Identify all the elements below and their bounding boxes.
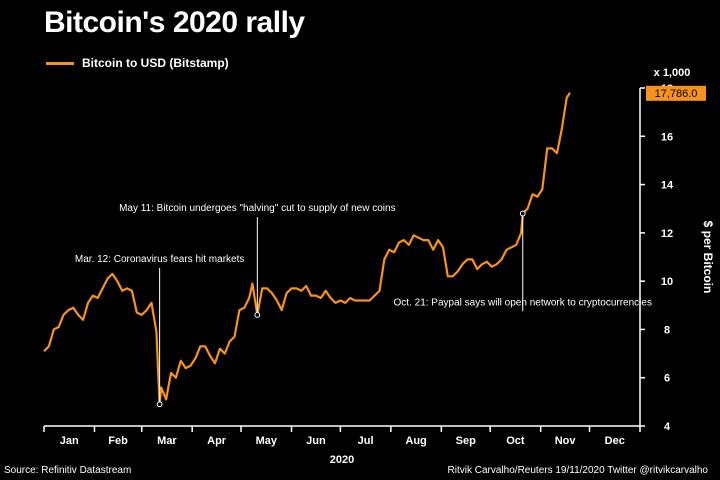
last-value-label: 17,786.0	[655, 88, 698, 100]
y-tick-label: 16	[661, 131, 673, 143]
annotation-point	[519, 210, 526, 217]
y-unit-note: x 1,000	[654, 67, 691, 79]
x-tick-label: Jun	[306, 435, 326, 447]
source-note: Source: Refinitiv Datastream	[4, 465, 132, 476]
y-tick-label: 8	[664, 324, 670, 336]
y-tick-label: 4	[664, 421, 671, 433]
annotation-point	[156, 401, 163, 408]
chart-title: Bitcoin's 2020 rally	[44, 6, 305, 39]
series: 17,786.0	[43, 85, 706, 406]
y-tick-label: 6	[664, 373, 670, 385]
last-value-tag	[646, 85, 706, 101]
x-tick-label: Feb	[108, 435, 128, 447]
x-axis-title: 2020	[330, 454, 354, 466]
y-axis-title: $ per Bitcoin	[701, 221, 715, 294]
x-tick-label: Dec	[605, 435, 625, 447]
x-tick-label: Aug	[405, 435, 426, 447]
x-tick-label: Sep	[456, 435, 476, 447]
x-tick-label: May	[256, 435, 278, 447]
x-tick-label: Jan	[60, 435, 79, 447]
legend: Bitcoin to USD (Bitstamp)	[46, 56, 229, 70]
x-tick-label: Mar	[157, 435, 177, 447]
x-tick-label: Nov	[555, 435, 577, 447]
series-line	[43, 92, 571, 406]
annotation-label: Mar. 12: Coronavirus fears hit markets	[75, 254, 245, 265]
y-tick-label: 14	[661, 180, 674, 192]
annotations: Mar. 12: Coronavirus fears hit markets Ma…	[75, 203, 652, 408]
credit-note: Ritvik Carvalho/Reuters 19/11/2020 Twitt…	[447, 465, 708, 476]
annotation-label: May 11: Bitcoin undergoes "halving" cut …	[119, 203, 396, 214]
x-tick-label: Oct	[506, 435, 525, 447]
x-tick-label: Jul	[358, 435, 374, 447]
x-tick-label: Apr	[207, 435, 227, 447]
annotation-point	[254, 312, 261, 318]
y-tick-label: 12	[661, 228, 673, 240]
y-tick-label: 10	[661, 276, 673, 288]
annotation-label: Oct. 21: Paypal says will open network t…	[394, 297, 652, 308]
legend-label: Bitcoin to USD (Bitstamp)	[82, 56, 229, 70]
axes: Jan Feb Mar Apr May Jun Jul Aug Sep Oct Nov Dec 2020…	[43, 67, 715, 466]
legend-swatch	[46, 61, 74, 65]
